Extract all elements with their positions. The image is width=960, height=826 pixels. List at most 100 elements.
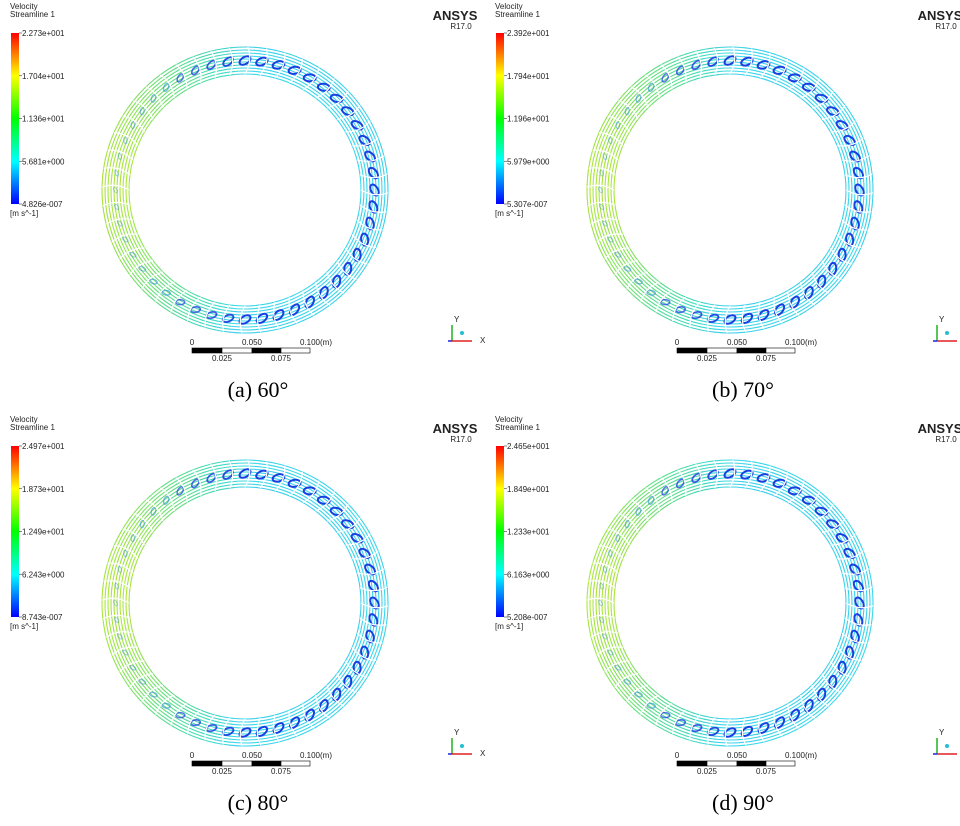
streamline — [864, 575, 866, 590]
blade-line — [357, 569, 384, 575]
scale-label: 0.075 — [271, 767, 292, 776]
streamline — [288, 470, 303, 476]
scale-label: 0.075 — [271, 354, 292, 363]
streamline — [597, 132, 603, 147]
axis-label: Y — [454, 728, 460, 737]
streamline — [730, 466, 746, 467]
streamline — [120, 189, 121, 203]
caption: (d) 90° — [712, 790, 774, 815]
streamline — [706, 488, 719, 490]
blade-line — [645, 488, 659, 511]
streamline — [338, 248, 345, 259]
streamline — [594, 203, 596, 218]
streamline — [843, 579, 845, 592]
streamline — [729, 326, 745, 327]
streamline — [742, 488, 755, 490]
streamline — [789, 699, 800, 706]
streamline — [172, 494, 184, 502]
scale-label: 0.025 — [697, 354, 718, 363]
streamline — [830, 237, 836, 249]
streamline — [384, 588, 385, 604]
streamline — [593, 602, 594, 618]
streamline — [136, 130, 142, 142]
streamline — [343, 251, 351, 263]
legend-unit: [m s^-1] — [10, 622, 38, 631]
streamline — [606, 615, 608, 629]
streamline — [718, 487, 731, 488]
blade-line — [223, 718, 230, 744]
streamline — [244, 332, 260, 333]
streamline — [128, 627, 131, 640]
streamline — [848, 178, 849, 191]
streamline — [869, 190, 870, 206]
streamline — [867, 574, 869, 590]
streamline — [244, 739, 260, 740]
streamline — [219, 306, 232, 308]
streamline — [636, 670, 644, 680]
streamline — [301, 478, 315, 485]
streamline-ring — [102, 47, 388, 333]
streamline — [232, 68, 246, 69]
streamline — [729, 311, 743, 312]
streamline — [144, 660, 151, 671]
streamline — [257, 488, 270, 490]
streamline — [743, 740, 759, 742]
streamline — [777, 84, 789, 90]
streamline — [179, 303, 192, 310]
blade-line — [240, 719, 245, 746]
streamline — [611, 189, 612, 202]
streamline — [745, 461, 761, 464]
streamline — [244, 745, 260, 746]
axis-label: Y — [939, 315, 945, 324]
scale-segment — [677, 761, 707, 766]
streamline — [385, 205, 388, 221]
streamline — [730, 463, 746, 464]
streamline — [717, 305, 730, 306]
streamline — [130, 201, 132, 214]
streamline — [657, 81, 669, 89]
streamline — [788, 90, 799, 97]
streamline — [139, 544, 145, 556]
streamline — [269, 303, 282, 306]
streamline — [180, 713, 193, 720]
streamline — [605, 120, 612, 134]
vortex — [149, 279, 158, 285]
axis-label: X — [480, 336, 486, 345]
scale-label: 0.100 — [785, 338, 806, 347]
vortex — [602, 633, 609, 640]
streamline — [730, 50, 746, 51]
streamline — [845, 190, 846, 203]
legend-label: 1.136e+001 — [22, 115, 65, 124]
streamline — [745, 48, 761, 51]
streamline — [384, 175, 385, 191]
streamline — [305, 289, 317, 296]
streamline — [167, 509, 177, 517]
blade-line — [645, 75, 659, 98]
blade-line — [130, 674, 153, 688]
streamline — [672, 317, 687, 323]
blade-line — [745, 49, 752, 75]
streamline — [704, 306, 717, 308]
scale-label: 0 — [190, 751, 195, 760]
streamline — [636, 257, 644, 267]
streamline — [843, 566, 846, 579]
streamline — [382, 574, 384, 590]
streamline — [230, 460, 246, 461]
streamline — [260, 48, 276, 51]
streamline — [848, 246, 855, 260]
streamline — [701, 464, 717, 466]
streamline — [730, 53, 746, 54]
streamline — [848, 659, 855, 673]
streamline — [626, 662, 633, 673]
streamline — [593, 587, 594, 603]
blade-line — [845, 587, 872, 591]
streamline — [123, 122, 130, 136]
streamline — [177, 502, 188, 509]
streamline — [233, 484, 246, 485]
blade-line — [842, 569, 869, 575]
streamline — [845, 603, 846, 616]
streamline — [716, 53, 732, 54]
streamline — [658, 497, 670, 504]
streamline — [123, 535, 130, 549]
vortex — [129, 665, 137, 671]
